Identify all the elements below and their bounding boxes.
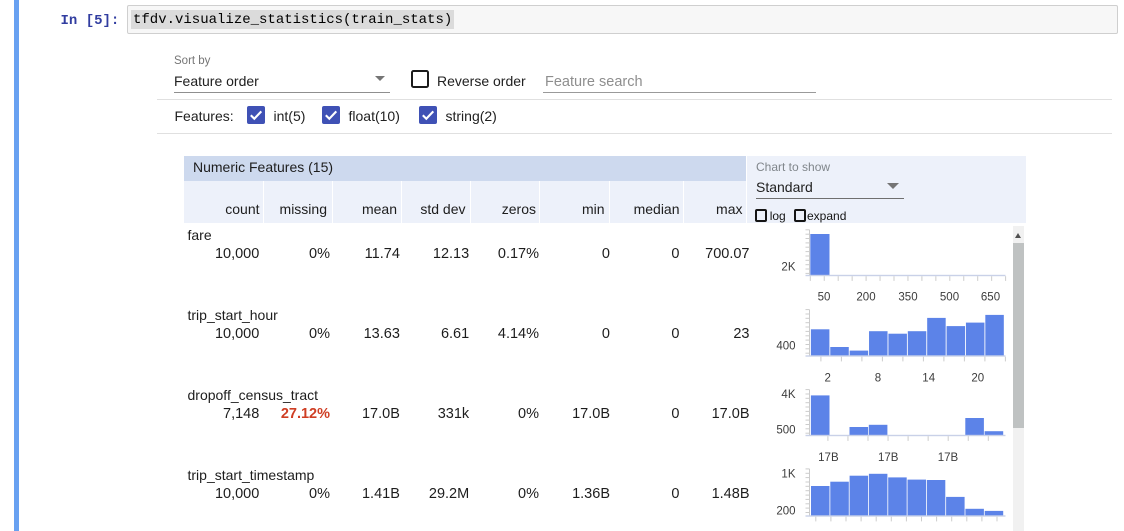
svg-text:20: 20 xyxy=(971,372,984,384)
svg-text:650: 650 xyxy=(981,292,1000,304)
svg-text:8: 8 xyxy=(875,372,881,384)
svg-text:17B: 17B xyxy=(818,452,839,464)
svg-text:500: 500 xyxy=(940,292,959,304)
svg-text:500: 500 xyxy=(776,425,795,437)
svg-text:17B: 17B xyxy=(938,452,959,464)
svg-text:400: 400 xyxy=(776,340,795,352)
svg-text:1K: 1K xyxy=(781,469,795,481)
svg-text:14: 14 xyxy=(922,372,935,384)
svg-text:50: 50 xyxy=(818,292,831,304)
svg-text:2K: 2K xyxy=(781,262,795,274)
svg-text:4K: 4K xyxy=(781,389,795,401)
svg-text:17B: 17B xyxy=(878,452,899,464)
svg-text:200: 200 xyxy=(856,292,875,304)
svg-text:200: 200 xyxy=(776,506,795,518)
svg-text:2: 2 xyxy=(824,372,830,384)
svg-text:350: 350 xyxy=(898,292,917,304)
